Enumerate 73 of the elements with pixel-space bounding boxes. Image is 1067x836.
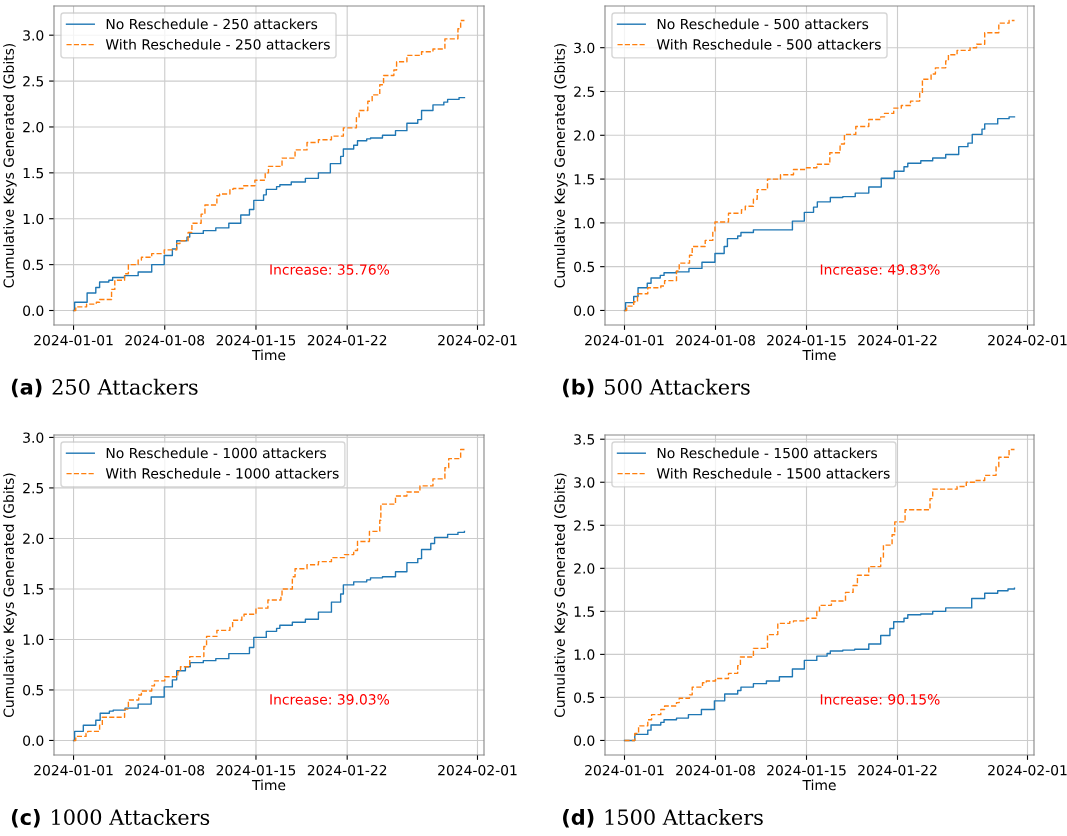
- y-tick-label: 1.5: [574, 606, 595, 617]
- legend-label: With Reschedule - 500 attackers: [656, 38, 881, 50]
- y-tick-label: 1.5: [574, 174, 595, 185]
- y-tick-label: 2.5: [23, 482, 44, 494]
- x-axis-title: Time: [802, 349, 836, 361]
- y-tick-label: 3.0: [574, 42, 595, 54]
- y-axis-title: Cumulative Keys Generated (Gbits): [3, 473, 17, 718]
- y-tick-label: 2.5: [574, 86, 595, 97]
- annotation: Increase: 35.76%: [270, 264, 390, 275]
- x-tick-label: 2024-01-01: [34, 334, 113, 346]
- y-tick-label: 2.0: [574, 130, 595, 141]
- y-tick-label: 2.5: [23, 76, 44, 87]
- y-tick-label: 1.0: [574, 217, 595, 229]
- x-tick-label: 2024-01-01: [34, 764, 113, 776]
- y-tick-label: 2.0: [23, 533, 44, 544]
- annotation: Increase: 49.83%: [820, 264, 940, 275]
- legend-label: No Reschedule - 500 attackers: [657, 18, 869, 30]
- x-tick-label: 2024-02-01: [438, 764, 517, 776]
- x-tick-label: 2024-01-22: [307, 334, 387, 346]
- x-tick-label: 2024-02-01: [988, 764, 1067, 776]
- y-tick-label: 2.0: [23, 121, 44, 133]
- annotation: Increase: 39.03%: [270, 694, 390, 705]
- legend-label: No Reschedule - 250 attackers: [106, 18, 318, 30]
- x-axis-title: Time: [251, 349, 286, 361]
- annotation: Increase: 90.15%: [820, 694, 940, 705]
- y-tick-label: 0.5: [574, 261, 595, 273]
- y-tick-label: 0.5: [23, 684, 44, 696]
- x-tick-label: 2024-01-08: [125, 334, 205, 346]
- legend-label: No Reschedule - 1500 attackers: [657, 447, 878, 459]
- x-tick-label: 2024-01-22: [858, 334, 937, 346]
- x-tick-label: 2024-01-01: [585, 764, 664, 776]
- legend-label: With Reschedule - 1000 attackers: [105, 467, 339, 479]
- y-tick-label: 2.5: [574, 520, 595, 531]
- text: (c) 1000 Attackers: [11, 808, 210, 828]
- y-tick-label: 1.0: [574, 649, 595, 660]
- y-tick-label: 0.0: [23, 735, 44, 746]
- x-tick-label: 2024-01-01: [585, 334, 664, 346]
- y-tick-label: 1.5: [23, 584, 44, 595]
- x-tick-label: 2024-01-22: [307, 764, 387, 776]
- y-tick-label: 3.5: [574, 434, 595, 445]
- x-tick-label: 2024-02-01: [988, 334, 1067, 346]
- y-tick-label: 1.0: [23, 213, 44, 225]
- x-axis-title: Time: [802, 779, 836, 791]
- y-axis-title: Cumulative Keys Generated (Gbits): [554, 43, 568, 288]
- x-tick-label: 2024-01-15: [216, 334, 296, 346]
- y-tick-label: 0.0: [23, 305, 44, 316]
- y-tick-label: 0.5: [23, 259, 44, 271]
- text: (a) 250 Attackers: [11, 378, 198, 398]
- x-tick-label: 2024-01-08: [676, 334, 755, 346]
- y-tick-label: 0.0: [574, 305, 595, 316]
- x-tick-label: 2024-02-01: [438, 334, 517, 346]
- y-axis-title: Cumulative Keys Generated (Gbits): [554, 473, 568, 718]
- legend-label: With Reschedule - 1500 attackers: [656, 467, 890, 479]
- y-axis-title: Cumulative Keys Generated (Gbits): [3, 43, 17, 288]
- x-tick-label: 2024-01-15: [767, 764, 846, 776]
- x-tick-label: 2024-01-22: [858, 764, 937, 776]
- legend-label: No Reschedule - 1000 attackers: [106, 447, 327, 459]
- y-tick-label: 1.5: [23, 167, 44, 179]
- text: (d) 1500 Attackers: [563, 808, 763, 828]
- y-tick-label: 3.0: [23, 432, 44, 443]
- x-tick-label: 2024-01-15: [767, 334, 846, 346]
- y-tick-label: 3.0: [23, 30, 44, 41]
- x-tick-label: 2024-01-08: [676, 764, 755, 776]
- legend-label: With Reschedule - 250 attackers: [105, 38, 330, 50]
- y-tick-label: 3.0: [574, 477, 595, 488]
- x-tick-label: 2024-01-15: [216, 764, 296, 776]
- x-axis-title: Time: [251, 779, 286, 791]
- y-tick-label: 2.0: [574, 563, 595, 574]
- y-tick-label: 0.5: [574, 692, 595, 703]
- y-tick-label: 0.0: [574, 735, 595, 746]
- x-tick-label: 2024-01-08: [125, 764, 205, 776]
- text: (b) 500 Attackers: [563, 378, 750, 398]
- y-tick-label: 1.0: [23, 634, 44, 645]
